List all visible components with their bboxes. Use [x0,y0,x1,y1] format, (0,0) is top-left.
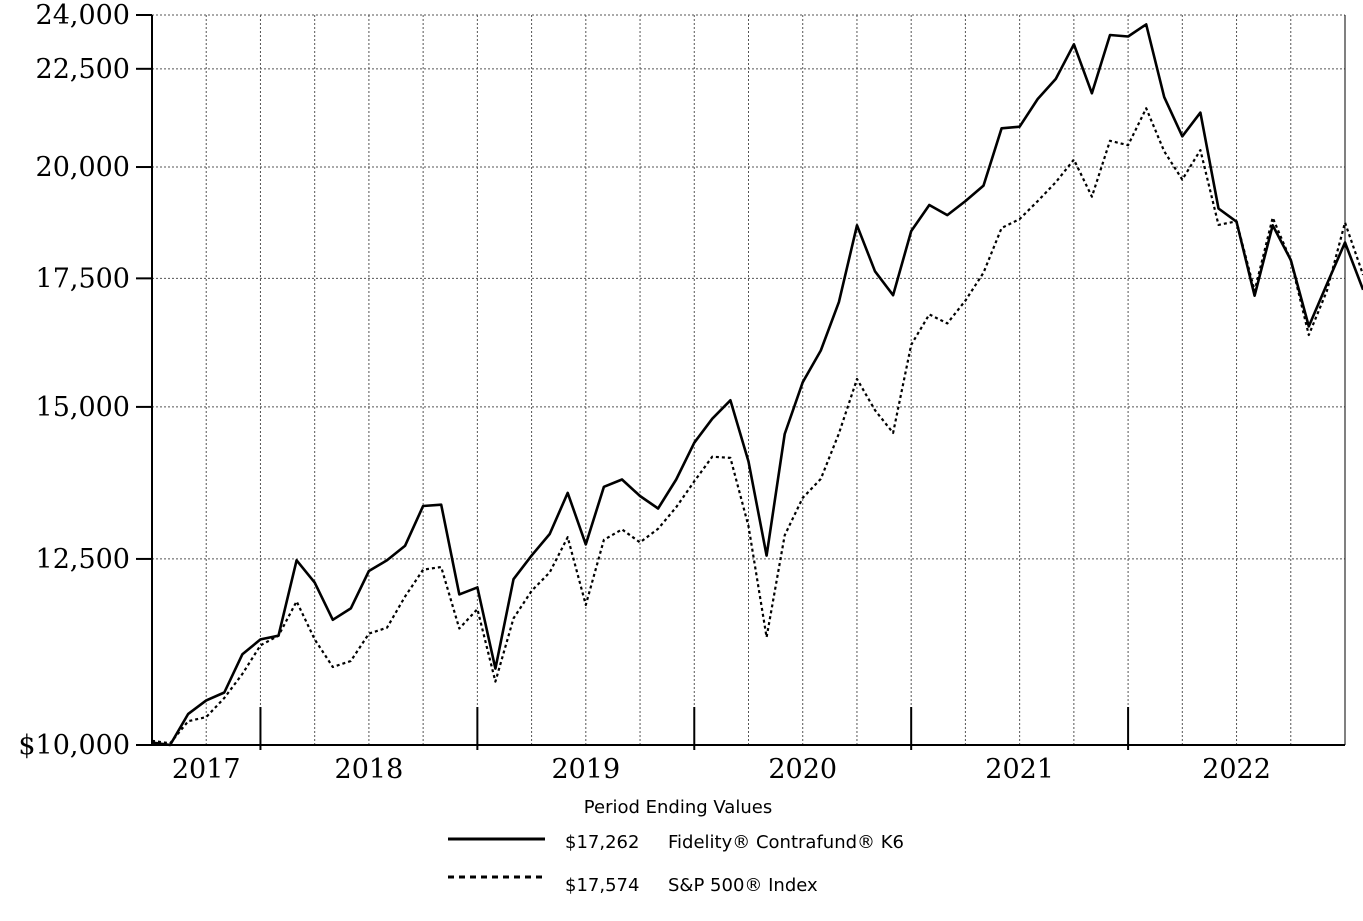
legend-title: Period Ending Values [584,797,772,818]
x-tick-label: 2022 [1202,754,1271,785]
y-tick-label: 15,000 [36,392,130,423]
x-tick-label: 2017 [172,754,241,785]
x-tick-label: 2020 [768,754,837,785]
grid [151,14,1346,746]
y-tick-label: 24,000 [36,0,130,31]
legend-value-fund: $17,262 [565,832,639,853]
legend-label-index: S&P 500® Index [668,875,818,896]
axes [136,14,1346,750]
y-tick-labels: $10,000 12,500 15,000 17,500 20,000 22,500 24,… [18,0,130,761]
legend: Period Ending Values $17,262 Fidelity® C… [448,797,904,896]
y-tick-label: 17,500 [36,263,130,294]
x-tick-labels: 2017 2018 2019 2020 2021 2022 [172,754,1271,785]
y-tick-label: $10,000 [18,730,130,761]
series-line-index [151,107,1363,745]
legend-value-index: $17,574 [565,875,639,896]
y-tick-label: 20,000 [36,152,130,183]
x-tick-label: 2019 [551,754,620,785]
legend-label-fund: Fidelity® Contrafund® K6 [668,832,904,853]
x-tick-label: 2018 [335,754,404,785]
series-line-fund [151,23,1363,747]
y-tick-label: 22,500 [36,54,130,85]
x-tick-label: 2021 [985,754,1054,785]
y-tick-label: 12,500 [36,544,130,575]
series-group [151,23,1363,747]
